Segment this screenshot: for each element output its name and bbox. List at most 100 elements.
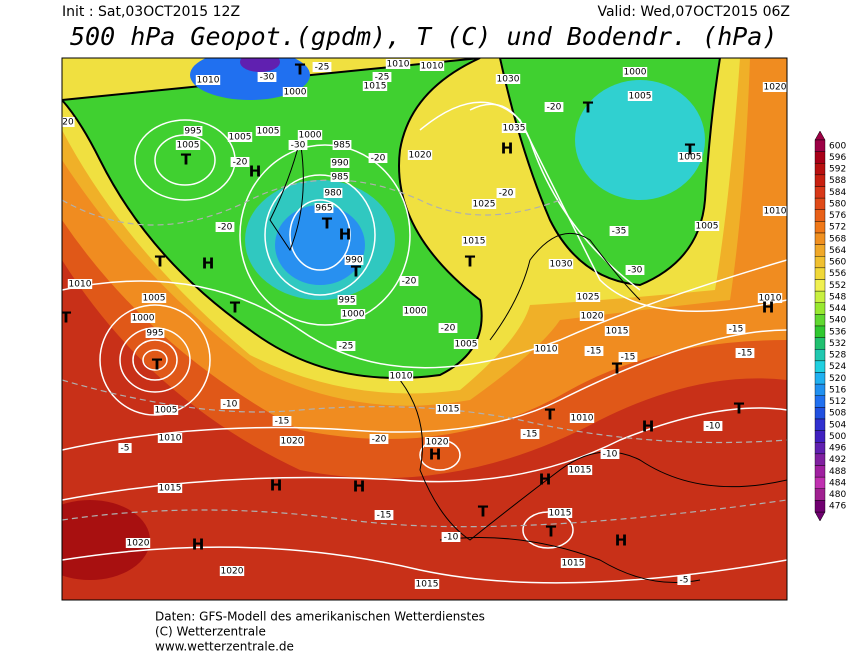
label-box xyxy=(332,140,352,150)
contour-label: 1005 xyxy=(455,340,478,350)
colorbar-label: 488 xyxy=(829,467,846,477)
colorbar-label: 520 xyxy=(829,374,846,384)
label-box xyxy=(677,575,691,585)
contour-label: 1030 xyxy=(550,260,573,270)
contour-label: -20 xyxy=(499,189,514,199)
label-box xyxy=(230,157,250,167)
colorbar-label: 480 xyxy=(829,490,846,500)
label-box xyxy=(495,74,521,84)
contour-label: 1000 xyxy=(404,307,427,317)
pressure-center: T xyxy=(61,309,72,327)
label-box xyxy=(257,72,277,82)
pressure-center: H xyxy=(539,471,552,489)
label-box xyxy=(145,328,165,338)
label-box xyxy=(340,309,366,319)
colorbar-arrow xyxy=(814,130,826,141)
label-box xyxy=(419,61,445,71)
contour-label: 1000 xyxy=(299,131,322,141)
label-box xyxy=(374,510,394,520)
label-box xyxy=(435,404,461,414)
colorbar-swatch xyxy=(814,442,826,455)
label-box xyxy=(703,421,723,431)
label-box xyxy=(157,483,183,493)
contour-label: 1010 xyxy=(69,280,92,290)
contour-label: 1010 xyxy=(759,294,782,304)
label-box xyxy=(312,62,332,72)
label-box xyxy=(369,434,389,444)
pressure-center: H xyxy=(339,226,352,244)
colorbar-label: 500 xyxy=(829,432,846,442)
label-box xyxy=(336,341,356,351)
contour-label: -20 xyxy=(402,277,417,287)
label-box xyxy=(288,140,308,150)
footer-line: www.wetterzentrale.de xyxy=(155,640,294,654)
contour-label: -10 xyxy=(706,422,721,432)
colorbar-label: 524 xyxy=(829,362,846,372)
colorbar-label: 540 xyxy=(829,316,846,326)
label-box xyxy=(544,102,564,112)
label-box xyxy=(118,443,132,453)
colorbar-label: 584 xyxy=(829,188,846,198)
colorbar-swatch xyxy=(814,372,826,385)
contour-label: -20 xyxy=(371,154,386,164)
contour-label: 1010 xyxy=(764,207,787,217)
contour-label: -15 xyxy=(523,430,538,440)
contour-label: 1005 xyxy=(177,141,200,151)
contour-label: 1000 xyxy=(342,310,365,320)
contour-label: -20 xyxy=(233,158,248,168)
colorbar-swatch xyxy=(814,430,826,443)
contour-label: 1020 xyxy=(281,437,304,447)
pressure-center: H xyxy=(501,140,514,158)
label-box xyxy=(735,348,755,358)
colorbar-swatch xyxy=(814,337,826,350)
contour-label: 1005 xyxy=(679,153,702,163)
pressure-center: T xyxy=(152,356,163,374)
colorbar-swatch xyxy=(814,488,826,501)
contour-label: 1015 xyxy=(416,580,439,590)
colorbar-label: 552 xyxy=(829,281,846,291)
colorbar-swatch xyxy=(814,279,826,292)
pressure-center: T xyxy=(545,406,556,424)
contour-label: -5 xyxy=(680,576,689,586)
label-box xyxy=(195,75,221,85)
contour-label: 1010 xyxy=(387,60,410,70)
label-box xyxy=(618,352,638,362)
colorbar-label: 588 xyxy=(829,176,846,186)
pressure-center: T xyxy=(351,263,362,281)
label-box xyxy=(575,292,601,302)
contour-label: -20 xyxy=(441,324,456,334)
label-box xyxy=(548,259,574,269)
contour-label: 1015 xyxy=(569,466,592,476)
pressure-center: T xyxy=(612,360,623,378)
colorbar-swatch xyxy=(814,232,826,245)
label-box xyxy=(569,413,595,423)
footer-line: (C) Wetterzentrale xyxy=(155,625,266,639)
label-box xyxy=(125,538,151,548)
pressure-center: T xyxy=(583,99,594,117)
contour-label: -10 xyxy=(444,533,459,543)
label-box xyxy=(330,158,350,168)
contour-label: 1005 xyxy=(257,127,280,137)
label-box xyxy=(272,416,292,426)
contour-label: 985 xyxy=(333,141,350,151)
label-box xyxy=(579,311,605,321)
contour-label: -15 xyxy=(738,349,753,359)
contour-label: -30 xyxy=(628,266,643,276)
label-box xyxy=(625,265,645,275)
contour-label: -15 xyxy=(621,353,636,363)
label-box xyxy=(220,399,240,409)
contour-label: 1025 xyxy=(577,293,600,303)
colorbar-swatch xyxy=(814,163,826,176)
contour-label: -20 xyxy=(547,103,562,113)
colorbar-swatch xyxy=(814,139,826,152)
contour-label: 1015 xyxy=(364,82,387,92)
pressure-center: H xyxy=(615,532,628,550)
contour-label: -10 xyxy=(223,400,238,410)
contour-label: -25 xyxy=(375,73,390,83)
contour-label: 1010 xyxy=(159,434,182,444)
contour-label: 1030 xyxy=(497,75,520,85)
label-box xyxy=(600,449,620,459)
label-box xyxy=(175,140,201,150)
